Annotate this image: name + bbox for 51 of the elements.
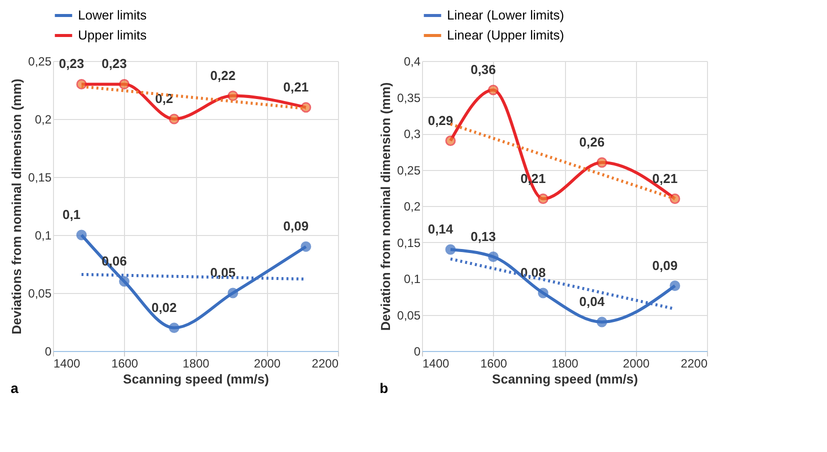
x-tick-label: 1400	[422, 356, 450, 370]
y-tick-label: 0,15	[397, 236, 421, 250]
y-tick-label: 0,05	[28, 286, 52, 300]
data-label: 0,23	[102, 56, 127, 72]
data-label: 0,21	[283, 79, 309, 94]
y-tick-label: 0,15	[28, 170, 52, 184]
y-tick-label: 0,25	[28, 54, 52, 68]
y-tick-label: 0,35	[397, 90, 421, 105]
text: a	[10, 380, 19, 396]
data-label: 0,1	[62, 207, 81, 222]
y-tick-label: 0,3	[404, 127, 421, 141]
x-axis-title: Scanning speed (mm/s)	[492, 372, 638, 386]
legend-label: Linear (Upper limits)	[447, 28, 564, 42]
y-tick-label: 0,05	[397, 308, 421, 322]
data-label: 0,23	[58, 56, 84, 72]
x-tick-label: 1800	[182, 356, 210, 370]
x-tick-label: 2000	[254, 356, 281, 370]
y-tick-label: 0,1	[34, 228, 52, 242]
x-tick-label: 2000	[622, 356, 650, 370]
data-label: 0,05	[210, 265, 236, 280]
y-tick-label: 0,1	[404, 272, 421, 286]
x-tick-label: 1600	[480, 356, 508, 370]
legend-label: Lower limits	[78, 8, 148, 22]
data-label: 0,21	[652, 170, 678, 186]
data-label: 0,14	[428, 222, 454, 236]
x-tick-label: 1400	[54, 356, 81, 370]
x-tick-label: 2200	[312, 356, 339, 370]
text: b	[380, 380, 388, 396]
data-label: 0,09	[652, 258, 678, 273]
x-tick-label: 1600	[111, 356, 138, 370]
x-axis-title: Scanning speed (mm/s)	[123, 372, 269, 386]
y-axis-title: Deviation from nominal dimension (mm)	[378, 82, 394, 331]
data-label: 0,02	[151, 300, 177, 315]
y-axis-title: Deviations from nominal dimension (mm)	[9, 78, 24, 334]
y-tick-label: 0,25	[397, 163, 421, 178]
y-tick-label: 0	[44, 344, 52, 358]
x-tick-label: 2200	[680, 356, 708, 370]
data-label: 0,36	[470, 62, 496, 77]
data-label: 0,04	[579, 294, 606, 309]
y-tick-label: 0,4	[404, 54, 421, 68]
y-tick-label: 0	[414, 344, 421, 358]
y-tick-label: 0,2	[404, 200, 421, 214]
legend-label: Upper limits	[78, 28, 148, 42]
data-label: 0,09	[283, 218, 309, 234]
data-label: 0,29	[428, 112, 454, 128]
legend-label: Linear (Lower limits)	[447, 8, 564, 22]
y-tick-label: 0,2	[34, 112, 52, 126]
data-label: 0,22	[210, 68, 236, 83]
x-tick-label: 1800	[552, 356, 579, 370]
data-label: 0,13	[470, 228, 496, 244]
data-label: 0,26	[579, 134, 605, 150]
